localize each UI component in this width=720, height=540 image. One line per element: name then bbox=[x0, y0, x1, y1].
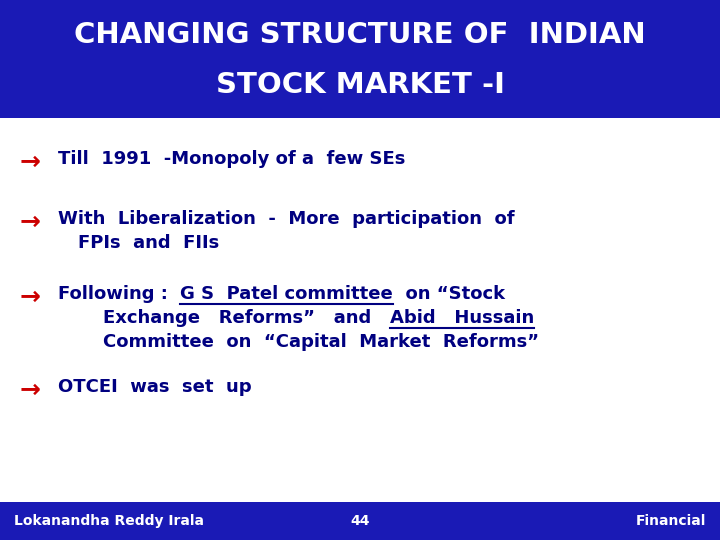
Text: OTCEI  was  set  up: OTCEI was set up bbox=[58, 378, 251, 396]
Text: →: → bbox=[19, 210, 40, 234]
Bar bbox=[0, 502, 720, 540]
Text: Till  1991  -Monopoly of a  few SEs: Till 1991 -Monopoly of a few SEs bbox=[58, 150, 405, 168]
Text: Following :: Following : bbox=[58, 285, 181, 303]
Text: →: → bbox=[19, 150, 40, 174]
Text: Abid   Hussain: Abid Hussain bbox=[390, 309, 534, 327]
Text: Lokanandha Reddy Irala: Lokanandha Reddy Irala bbox=[14, 514, 204, 528]
Text: 44: 44 bbox=[350, 514, 370, 528]
Text: FPIs  and  FIIs: FPIs and FIIs bbox=[78, 234, 220, 252]
Text: Committee  on  “Capital  Market  Reforms”: Committee on “Capital Market Reforms” bbox=[78, 333, 539, 351]
Text: Exchange   Reforms”   and: Exchange Reforms” and bbox=[78, 309, 390, 327]
Text: CHANGING STRUCTURE OF  INDIAN: CHANGING STRUCTURE OF INDIAN bbox=[74, 21, 646, 49]
Text: →: → bbox=[19, 285, 40, 309]
Text: With  Liberalization  -  More  participation  of: With Liberalization - More participation… bbox=[58, 210, 515, 228]
Text: on “Stock: on “Stock bbox=[393, 285, 505, 303]
Text: →: → bbox=[19, 378, 40, 402]
Text: G S  Patel committee: G S Patel committee bbox=[181, 285, 393, 303]
Bar bbox=[0, 0, 720, 118]
Text: Financial: Financial bbox=[636, 514, 706, 528]
Text: STOCK MARKET -I: STOCK MARKET -I bbox=[215, 71, 505, 99]
